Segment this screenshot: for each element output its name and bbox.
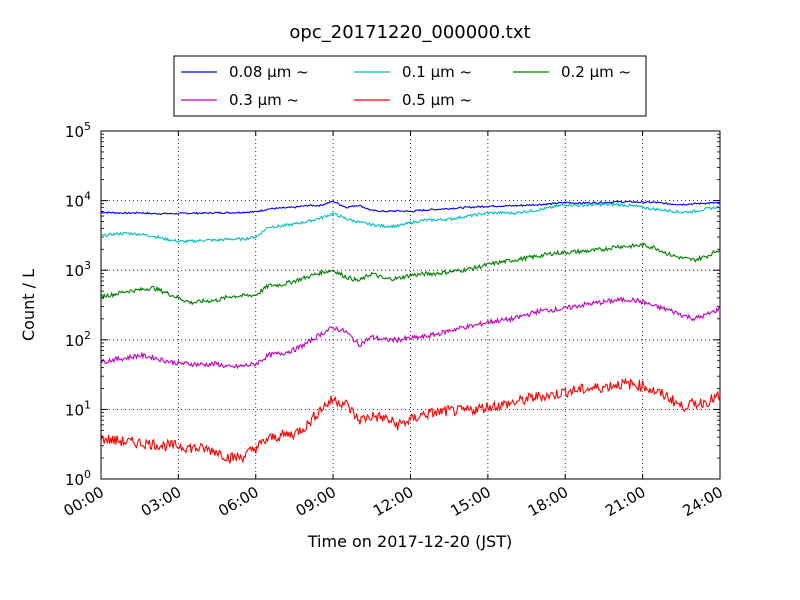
series-line (100, 242, 721, 306)
y-tick-label: 105 (65, 120, 91, 141)
y-tick-label: 104 (65, 190, 91, 211)
plot-area (100, 130, 721, 480)
legend-box (173, 55, 647, 117)
y-tick-label: 101 (65, 398, 91, 419)
y-tick-label: 102 (65, 329, 91, 350)
y-tick-labels: 100 101 102 103 104 105 (65, 120, 91, 489)
axis-ticks (100, 130, 721, 480)
y-tick-label: 103 (65, 259, 91, 280)
legend: 0.08 μm ~ 0.1 μm ~ 0.2 μm ~ 0.3 μm ~ 0.5 μm … (173, 55, 647, 117)
legend-label: 0.5 μm ~ (402, 91, 472, 109)
x-axis-title: Time on 2017-12-20 (JST) (307, 532, 512, 551)
y-tick-label: 100 (65, 468, 91, 489)
legend-label: 0.08 μm ~ (229, 63, 309, 81)
legend-label: 0.3 μm ~ (229, 91, 299, 109)
series-line (100, 377, 721, 464)
series-line (100, 296, 721, 370)
legend-label: 0.1 μm ~ (402, 63, 472, 81)
series-line (100, 202, 721, 244)
chart-title: opc_20171220_000000.txt (289, 22, 530, 43)
series-line (100, 199, 721, 215)
legend-label: 0.2 μm ~ (561, 63, 631, 81)
y-axis-title: Count / L (19, 269, 38, 341)
series-lines (100, 199, 721, 464)
